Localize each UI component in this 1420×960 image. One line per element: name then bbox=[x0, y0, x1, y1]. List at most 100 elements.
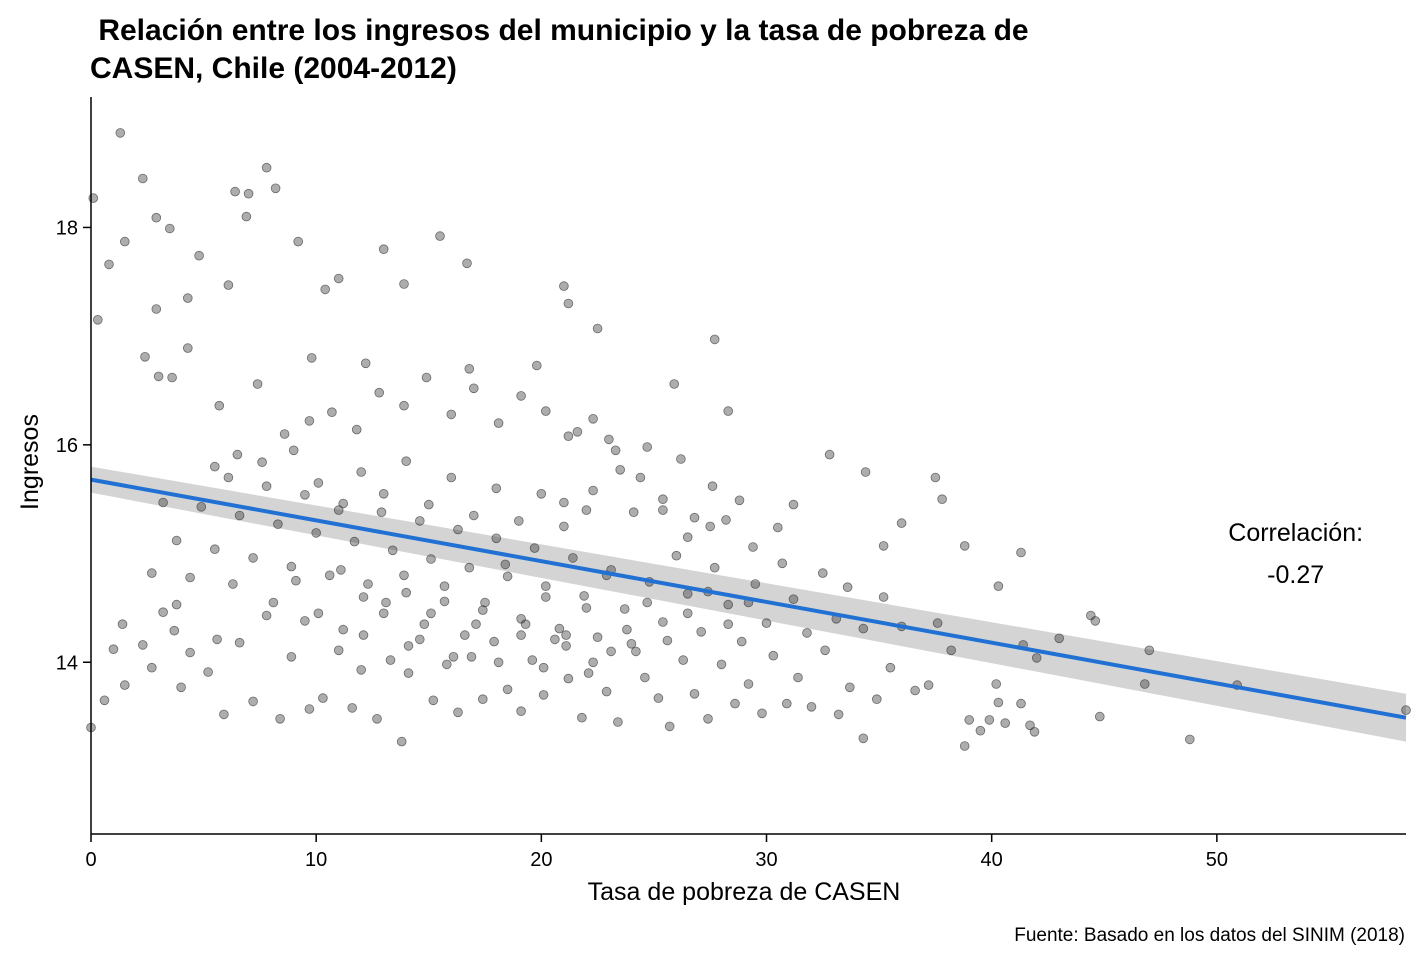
data-point-188 bbox=[502, 571, 513, 582]
data-point-123 bbox=[1025, 720, 1035, 731]
data-point-161 bbox=[858, 623, 869, 634]
data-point-16 bbox=[293, 236, 304, 247]
data-point-238 bbox=[705, 521, 715, 532]
data-point-84 bbox=[577, 712, 587, 723]
data-point-245 bbox=[459, 630, 470, 640]
data-point-71 bbox=[414, 634, 425, 645]
data-point-154 bbox=[628, 507, 639, 518]
data-point-260 bbox=[288, 445, 299, 456]
data-point-112 bbox=[932, 618, 943, 628]
data-point-22 bbox=[462, 258, 472, 269]
data-point-79 bbox=[516, 706, 526, 716]
data-point-233 bbox=[588, 413, 598, 424]
data-point-232 bbox=[563, 431, 574, 442]
y-tick-label-1: 16 bbox=[56, 435, 78, 457]
data-point-273 bbox=[581, 505, 592, 515]
data-point-274 bbox=[268, 597, 279, 608]
data-point-208 bbox=[248, 553, 258, 563]
data-point-288 bbox=[583, 668, 594, 678]
data-point-152 bbox=[658, 494, 668, 505]
data-point-175 bbox=[671, 550, 682, 561]
data-point-160 bbox=[878, 592, 889, 602]
x-axis-title: Tasa de pobreza de CASEN bbox=[588, 878, 901, 906]
data-point-92 bbox=[678, 655, 688, 665]
data-point-207 bbox=[261, 481, 272, 492]
data-point-284 bbox=[493, 657, 504, 668]
data-point-42 bbox=[108, 644, 119, 654]
data-point-251 bbox=[581, 603, 592, 613]
data-point-76 bbox=[477, 694, 488, 704]
data-point-222 bbox=[327, 407, 337, 418]
data-point-90 bbox=[653, 693, 664, 703]
data-point-57 bbox=[248, 696, 258, 707]
data-point-67 bbox=[372, 713, 382, 724]
data-point-172 bbox=[709, 562, 720, 573]
data-point-220 bbox=[279, 429, 290, 439]
data-point-107 bbox=[871, 694, 882, 704]
data-point-149 bbox=[707, 481, 718, 492]
data-point-32 bbox=[214, 400, 225, 411]
data-point-53 bbox=[212, 634, 222, 645]
data-point-226 bbox=[421, 372, 432, 383]
data-point-118 bbox=[991, 679, 1001, 689]
y-tick-label-2: 18 bbox=[56, 217, 78, 239]
data-point-15 bbox=[223, 280, 234, 290]
data-point-119 bbox=[993, 697, 1004, 708]
data-point-98 bbox=[757, 708, 767, 719]
data-point-277 bbox=[336, 565, 346, 575]
data-point-20 bbox=[399, 279, 409, 289]
data-point-165 bbox=[802, 628, 812, 638]
data-point-39 bbox=[723, 406, 733, 416]
correlation-value: -0.27 bbox=[1267, 561, 1324, 589]
data-point-168 bbox=[761, 618, 772, 628]
data-point-37 bbox=[531, 360, 542, 371]
data-point-190 bbox=[477, 605, 488, 615]
data-point-205 bbox=[286, 561, 297, 572]
data-point-269 bbox=[491, 483, 502, 494]
data-point-287 bbox=[561, 641, 571, 651]
data-point-50 bbox=[171, 599, 182, 610]
data-point-13 bbox=[194, 250, 204, 261]
x-tick-label-4: 40 bbox=[981, 849, 1003, 871]
data-point-117 bbox=[984, 715, 995, 725]
data-point-266 bbox=[423, 499, 434, 510]
data-point-102 bbox=[806, 701, 817, 712]
data-point-10 bbox=[93, 314, 103, 325]
data-point-225 bbox=[399, 400, 409, 411]
data-point-182 bbox=[579, 591, 589, 601]
y-axis-title: Ingresos bbox=[16, 414, 44, 510]
data-point-289 bbox=[606, 646, 616, 657]
data-point-21 bbox=[435, 231, 445, 241]
data-point-227 bbox=[446, 409, 457, 420]
y-axis-ticks: 14 16 18 bbox=[56, 217, 91, 674]
data-point-31 bbox=[183, 343, 193, 353]
data-point-178 bbox=[631, 646, 641, 657]
data-point-193 bbox=[439, 596, 450, 607]
data-point-206 bbox=[273, 519, 283, 529]
data-point-171 bbox=[723, 599, 733, 610]
data-point-142 bbox=[860, 467, 871, 477]
x-tick-label-1: 10 bbox=[305, 849, 327, 871]
data-point-83 bbox=[563, 673, 574, 684]
data-point-36 bbox=[464, 363, 475, 374]
data-point-230 bbox=[516, 391, 526, 401]
data-point-185 bbox=[540, 581, 551, 591]
data-point-114 bbox=[959, 741, 970, 751]
data-point-217 bbox=[210, 461, 220, 472]
data-point-35 bbox=[360, 358, 371, 369]
data-point-62 bbox=[304, 704, 315, 714]
confidence-ribbon-layer bbox=[91, 466, 1406, 742]
data-point-89 bbox=[640, 672, 650, 683]
data-point-74 bbox=[453, 707, 463, 718]
data-point-137 bbox=[959, 541, 970, 551]
data-point-134 bbox=[1401, 705, 1411, 715]
data-point-194 bbox=[426, 554, 436, 564]
data-point-234 bbox=[610, 445, 621, 456]
data-point-199 bbox=[363, 579, 373, 589]
data-point-80 bbox=[527, 655, 538, 665]
data-point-135 bbox=[930, 472, 941, 483]
x-tick-label-2: 20 bbox=[530, 849, 552, 871]
data-point-1 bbox=[115, 128, 126, 138]
data-point-247 bbox=[500, 559, 511, 570]
